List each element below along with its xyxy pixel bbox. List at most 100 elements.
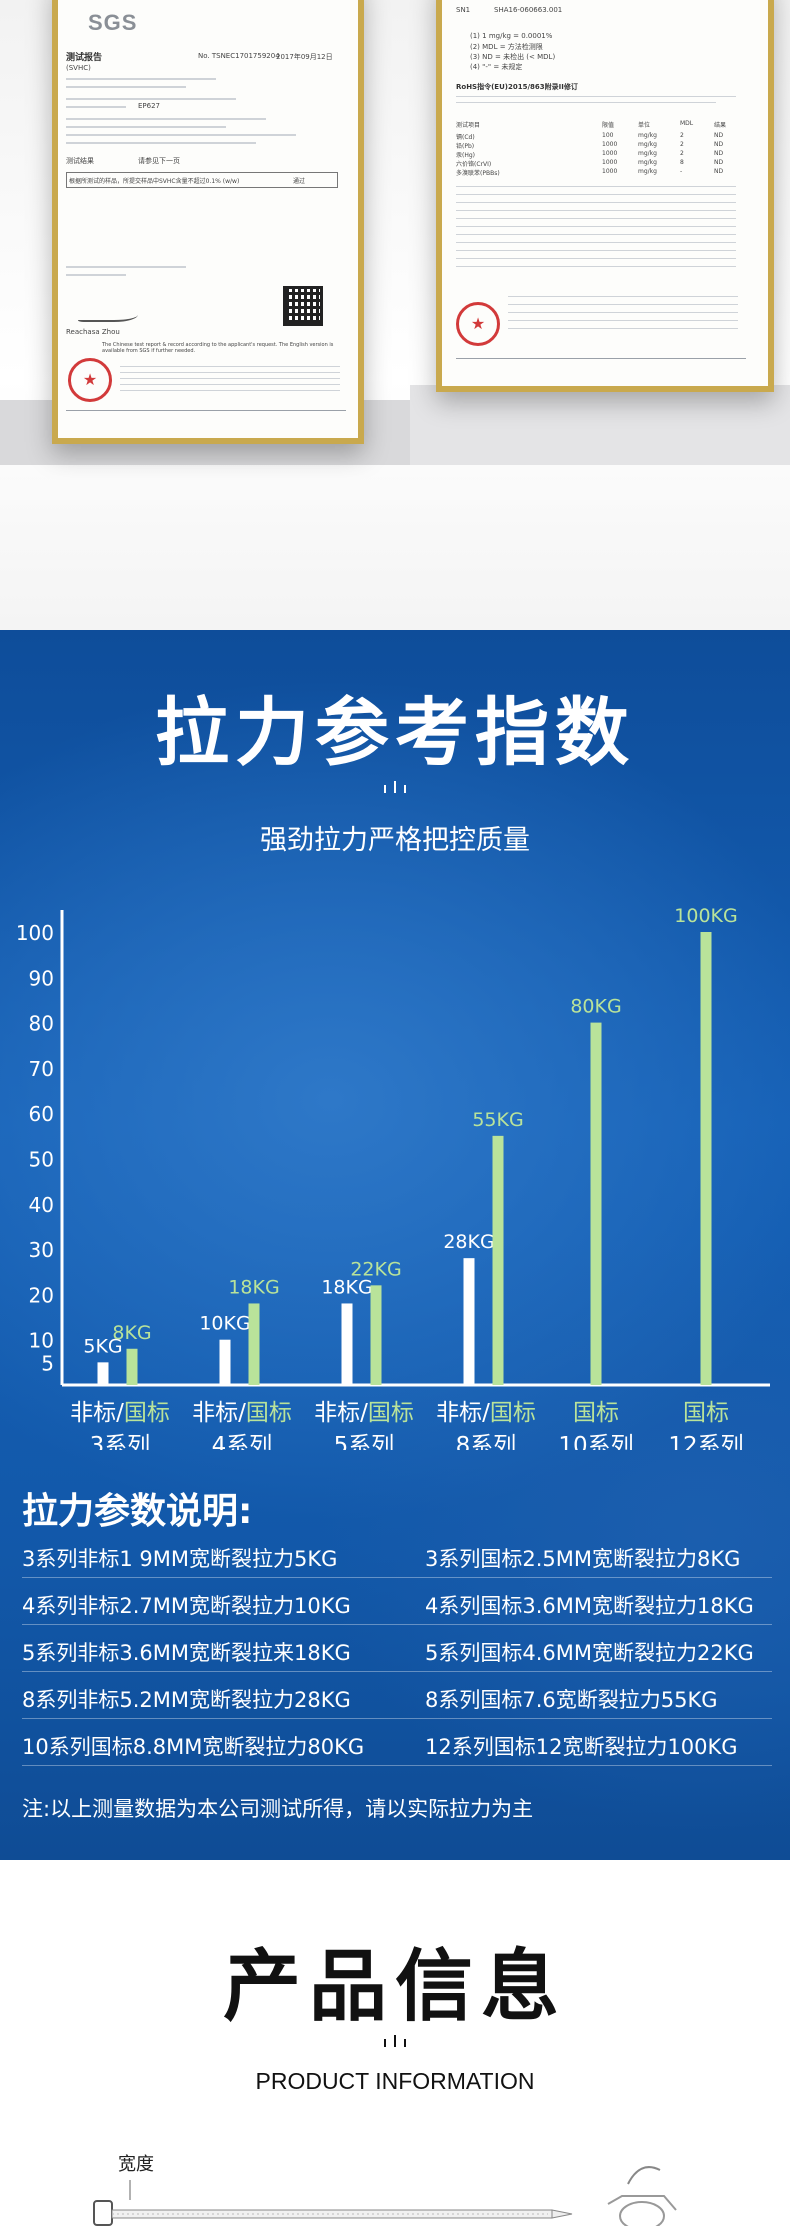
report-number: No. TSNEC1701759204 (198, 52, 280, 60)
decorative-ticks (0, 778, 790, 797)
bar (492, 1135, 504, 1385)
text-line (120, 390, 340, 391)
y-tick-label: 70 (29, 1057, 54, 1081)
left-certificate-frame: SGS 测试报告 (SVHC) No. TSNEC1701759204 2017… (52, 0, 364, 444)
param-divider (22, 1765, 772, 1766)
bar (370, 1285, 382, 1385)
cert-table-cell: mg/kg (638, 141, 657, 148)
conclusion-text: 根据所测试的样品，所提交样品中SVHC含量不超过0.1% (w/w) (69, 178, 240, 185)
text-line (456, 226, 736, 227)
y-tick-label: 5 (41, 1351, 54, 1375)
x-series-label: 8系列 (456, 1433, 517, 1450)
x-series-label: 4系列 (212, 1433, 273, 1450)
y-tick-label: 40 (29, 1193, 54, 1217)
y-tick-label: 80 (29, 1012, 54, 1036)
conclusion-box: 根据所测试的样品，所提交样品中SVHC含量不超过0.1% (w/w) 通过 (66, 172, 338, 188)
param-item: 3系列非标1 9MM宽断裂拉力5KG (22, 1547, 338, 1571)
table-header-limit: 限值 (602, 122, 615, 129)
footer-line (66, 410, 346, 411)
text-line (66, 106, 126, 108)
text-line (456, 194, 736, 195)
x-category-label: 国标 (683, 1400, 729, 1426)
text-line (456, 102, 716, 103)
text-line (120, 384, 340, 385)
data-label: 10KG (199, 1313, 250, 1335)
cert-table-cell: 六价铬(CrVI) (456, 161, 492, 168)
cert-table-cell: 1000 (602, 168, 618, 175)
cert-table-cell: 1000 (602, 159, 618, 166)
text-line (456, 202, 736, 203)
cert-table-cell: 镉(Cd) (456, 134, 475, 141)
x-category-label: 非标/国标 (314, 1400, 414, 1426)
y-tick-label: 90 (29, 966, 54, 990)
param-divider (22, 1671, 772, 1672)
report-date: 2017年09月12日 (276, 53, 333, 61)
cert-table-cell: mg/kg (638, 168, 657, 175)
cert-table-cell: - (680, 168, 683, 175)
cert-table-cell: ND (714, 168, 724, 175)
param-divider (22, 1577, 772, 1578)
cert-table-cell: mg/kg (638, 159, 657, 166)
text-line (120, 372, 340, 373)
table-header-item: 测试项目 (456, 122, 481, 129)
text-line (456, 186, 736, 187)
bar (341, 1303, 353, 1385)
gray-backdrop (410, 385, 790, 465)
cert-table-cell: 汞(Hg) (456, 152, 476, 159)
y-tick-label: 10 (29, 1329, 54, 1353)
text-line (456, 242, 736, 243)
decorative-ticks (0, 2032, 790, 2051)
data-label: 5KG (83, 1335, 122, 1357)
x-category-label: 非标/国标 (192, 1400, 292, 1426)
cert-note: (1) 1 mg/kg = 0.0001% (470, 32, 553, 40)
signer-name: Reachasa Zhou (66, 328, 120, 336)
data-label: 22KG (350, 1258, 401, 1280)
cert-table-cell: ND (714, 141, 724, 148)
text-line (66, 86, 186, 88)
data-label: 100KG (674, 905, 737, 927)
text-line (66, 118, 266, 120)
data-label: 28KG (443, 1231, 494, 1253)
text-line (508, 312, 738, 313)
rohs-heading: RoHS指令(EU)2015/863附录II修订 (456, 83, 578, 91)
bar (219, 1339, 231, 1385)
cert-table-cell: 1000 (602, 141, 618, 148)
text-line (508, 296, 738, 297)
param-item: 4系列非标2.7MM宽断裂拉力10KG (22, 1594, 351, 1618)
red-seal (68, 358, 112, 402)
cert-table-cell: 2 (680, 141, 684, 148)
text-line (456, 218, 736, 219)
cert-table-cell: mg/kg (638, 132, 657, 139)
y-tick-label: 60 (29, 1102, 54, 1126)
y-tick-label: 30 (29, 1238, 54, 1262)
text-line (456, 266, 736, 267)
chart-title: 拉力参考指数 (155, 690, 635, 776)
data-label: 55KG (472, 1109, 523, 1131)
cert-table-cell: 1000 (602, 150, 618, 157)
param-item: 5系列国标4.6MM宽断裂拉力22KG (425, 1641, 754, 1665)
x-series-label: 3系列 (90, 1433, 151, 1450)
right-certificate: SN1 SHA16-060663.001 (1) 1 mg/kg = 0.000… (442, 0, 768, 386)
data-label: 18KG (228, 1276, 279, 1298)
cert-table-cell: mg/kg (638, 150, 657, 157)
width-label: 宽度 (118, 2154, 154, 2175)
cert-table-cell: 铅(Pb) (456, 143, 475, 150)
text-line (66, 142, 256, 144)
sample-id: EP627 (138, 102, 161, 110)
cert-table-cell: ND (714, 159, 724, 166)
footer-line (456, 358, 746, 359)
tension-chart-section: 拉力参考指数 强劲拉力严格把控质量 5 10 20 30 40 50 60 70 80 90 100… (0, 630, 790, 1860)
params-heading: 拉力参数说明: (22, 1491, 253, 1532)
cert-sn-label: SN1 (456, 6, 471, 14)
param-item: 8系列非标5.2MM宽断裂拉力28KG (22, 1688, 351, 1712)
text-line (508, 320, 738, 321)
bar (248, 1303, 260, 1385)
data-label: 18KG (321, 1276, 372, 1298)
data-label: 8KG (112, 1322, 151, 1344)
bar (463, 1258, 475, 1385)
product-info-title: 产品信息 (222, 1942, 567, 2032)
right-certificate-frame: SN1 SHA16-060663.001 (1) 1 mg/kg = 0.000… (436, 0, 774, 392)
param-divider (22, 1624, 772, 1625)
text-line (66, 266, 186, 268)
